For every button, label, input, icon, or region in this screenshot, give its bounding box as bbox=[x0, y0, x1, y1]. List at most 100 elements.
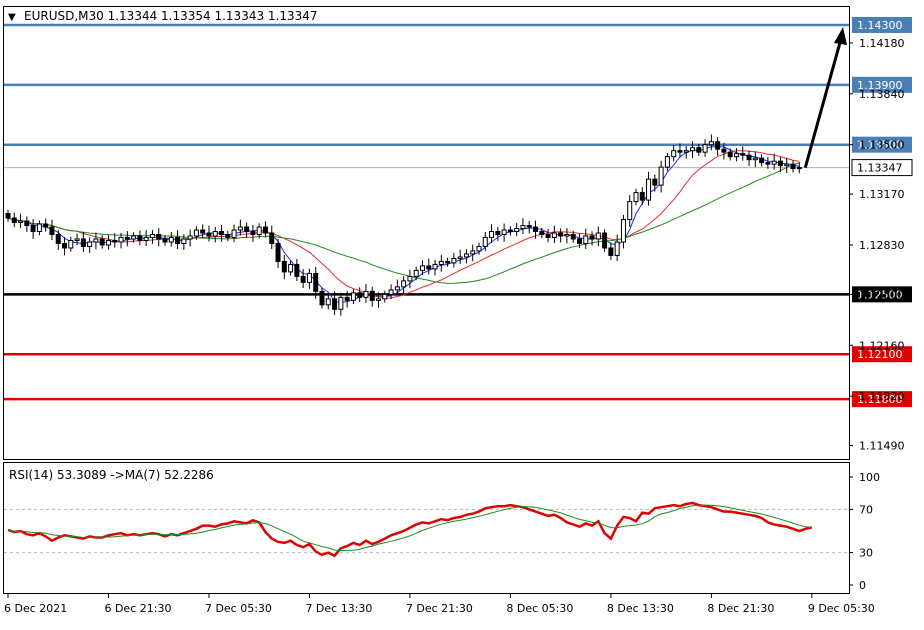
bull-candle-body bbox=[237, 226, 243, 231]
candle bbox=[313, 266, 319, 299]
candle bbox=[11, 212, 17, 228]
bear-candle-body bbox=[344, 296, 350, 301]
candle bbox=[363, 284, 369, 303]
bull-candle-body bbox=[501, 229, 507, 235]
bear-candle-body bbox=[357, 292, 363, 298]
bear-candle-body bbox=[539, 231, 545, 235]
bear-candle-body bbox=[80, 238, 86, 247]
bear-candle-body bbox=[759, 157, 765, 164]
candle bbox=[112, 233, 118, 248]
chart-menu-arrow-icon[interactable]: ▼ bbox=[8, 12, 16, 23]
candle bbox=[445, 257, 451, 267]
candle bbox=[118, 232, 124, 249]
bull-candle-body bbox=[489, 231, 495, 238]
candle bbox=[533, 220, 539, 239]
candle bbox=[49, 219, 55, 241]
candle bbox=[702, 139, 708, 157]
candle bbox=[595, 226, 601, 247]
candle bbox=[80, 231, 86, 253]
bear-candle-body bbox=[200, 229, 206, 234]
bull-candle-body bbox=[771, 160, 777, 165]
candle bbox=[244, 222, 250, 238]
candle bbox=[727, 148, 733, 161]
bear-candle-body bbox=[219, 231, 225, 235]
candle bbox=[99, 235, 105, 249]
candle bbox=[401, 276, 407, 294]
bull-candle-body bbox=[620, 219, 626, 243]
candle bbox=[627, 195, 633, 227]
candle bbox=[784, 157, 790, 173]
candle bbox=[30, 219, 36, 239]
bull-candle-body bbox=[388, 289, 394, 295]
bull-candle-body bbox=[708, 141, 714, 146]
bear-candle-body bbox=[545, 233, 551, 238]
bear-candle-body bbox=[43, 223, 49, 228]
candle bbox=[36, 220, 42, 236]
bear-candle-body bbox=[319, 290, 325, 306]
candle bbox=[482, 231, 488, 252]
candle bbox=[319, 287, 325, 309]
bull-candle-body bbox=[633, 192, 639, 203]
candle bbox=[225, 230, 231, 242]
candle bbox=[777, 156, 783, 173]
bear-candle-body bbox=[589, 235, 595, 240]
bull-candle-body bbox=[407, 275, 413, 282]
candle bbox=[457, 249, 463, 264]
bull-candle-body bbox=[143, 236, 149, 241]
price-tick-label: 1.14180 bbox=[859, 37, 905, 50]
time-tick-label: 8 Dec 13:30 bbox=[607, 602, 674, 615]
bull-candle-body bbox=[514, 228, 520, 233]
bull-candle-body bbox=[438, 260, 444, 265]
candle bbox=[746, 150, 752, 167]
time-tick-label: 6 Dec 21:30 bbox=[104, 602, 171, 615]
time-tick-label: 8 Dec 21:30 bbox=[707, 602, 774, 615]
candle bbox=[476, 242, 482, 255]
bull-candle-body bbox=[118, 236, 124, 243]
candle bbox=[620, 214, 626, 249]
candle bbox=[143, 230, 149, 247]
candle bbox=[413, 266, 419, 281]
support-level-tag bbox=[852, 391, 912, 408]
resistance-level-tag bbox=[852, 136, 912, 153]
candle bbox=[181, 234, 187, 250]
candle bbox=[564, 228, 570, 244]
candle bbox=[219, 225, 225, 242]
candle bbox=[18, 213, 24, 229]
bull-candle-body bbox=[595, 232, 601, 240]
candle bbox=[520, 218, 526, 235]
candle bbox=[551, 225, 557, 244]
price-tick-label: 1.11820 bbox=[859, 390, 905, 403]
bear-candle-body bbox=[740, 153, 746, 156]
bull-candle-body bbox=[68, 239, 74, 249]
candle bbox=[87, 237, 93, 253]
pivot-level-tag bbox=[852, 286, 912, 303]
bull-candle-body bbox=[231, 229, 237, 238]
bear-candle-body bbox=[533, 226, 539, 233]
bull-candle-body bbox=[93, 238, 99, 243]
bull-candle-body bbox=[168, 236, 174, 243]
bull-candle-body bbox=[683, 150, 689, 153]
candle bbox=[294, 258, 300, 282]
candle bbox=[796, 162, 802, 174]
candle bbox=[288, 260, 294, 276]
candle bbox=[269, 225, 275, 250]
candle bbox=[68, 236, 74, 252]
symbol-ohlc-header: EURUSD,M30 1.13344 1.13354 1.13343 1.133… bbox=[24, 9, 318, 23]
time-tick-label: 6 Dec 2021 bbox=[4, 602, 67, 615]
current-price-label: 1.13347 bbox=[857, 162, 903, 175]
bear-candle-body bbox=[777, 160, 783, 167]
candle bbox=[740, 146, 746, 161]
bull-candle-body bbox=[463, 253, 469, 258]
resistance-level-tag bbox=[852, 76, 912, 93]
candle bbox=[137, 230, 143, 246]
bull-candle-body bbox=[18, 220, 24, 224]
bear-candle-body bbox=[526, 225, 532, 228]
rsi-header: RSI(14) 53.3089 ->MA(7) 52.2286 bbox=[9, 468, 214, 482]
candle bbox=[633, 188, 639, 206]
bear-candle-body bbox=[426, 265, 432, 270]
rsi-tick-label: 70 bbox=[859, 503, 873, 516]
candle bbox=[677, 143, 683, 158]
bear-candle-body bbox=[262, 226, 268, 234]
bear-candle-body bbox=[721, 148, 727, 153]
